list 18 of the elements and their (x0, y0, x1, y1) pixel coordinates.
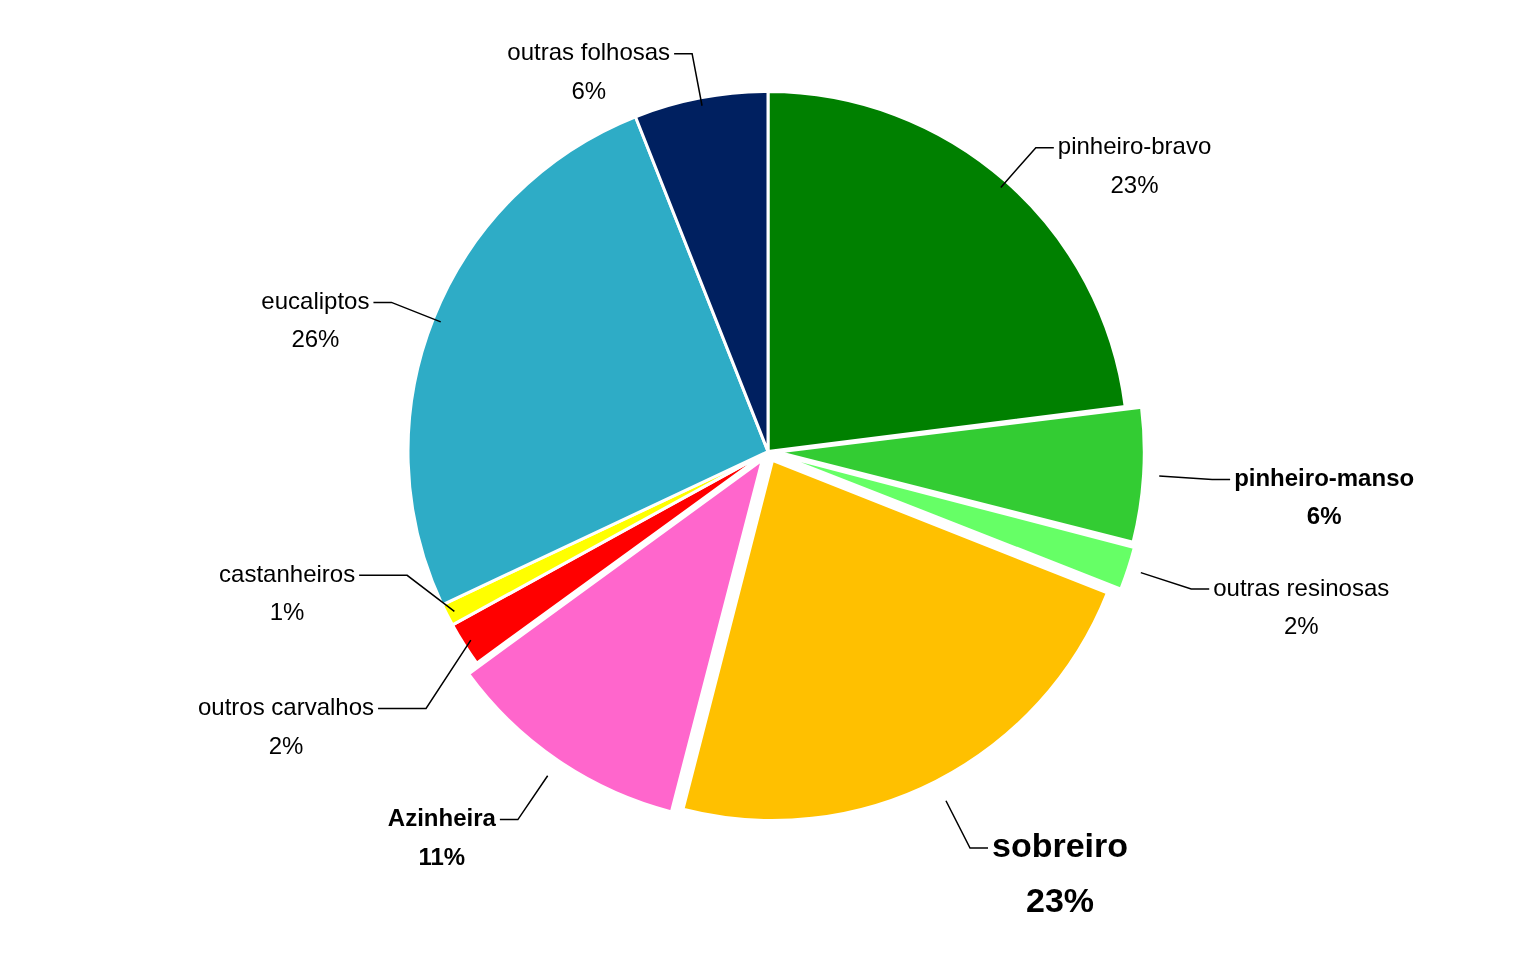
slice-label: outras resinosas (1213, 573, 1390, 601)
data-label: 23% (1110, 170, 1159, 198)
data-label: 23% (1026, 880, 1095, 919)
slice-label: eucaliptos (261, 287, 370, 315)
data-label: 6% (571, 76, 607, 104)
slice-label: sobreiro (992, 826, 1129, 865)
data-label: 1% (269, 598, 305, 626)
data-label: 2% (268, 731, 304, 759)
data-label: 11% (418, 842, 466, 870)
slice-label: castanheiros (219, 559, 356, 587)
slice-label: pinheiro-manso (1234, 464, 1415, 492)
data-label: 26% (291, 325, 340, 353)
data-label: 2% (1283, 612, 1319, 640)
slice-label: outras folhosas (507, 38, 671, 66)
slice-label: outros carvalhos (197, 693, 375, 721)
slice-label: pinheiro-bravo (1057, 132, 1212, 160)
slice-label: Azinheira (387, 804, 497, 832)
data-label: 6% (1306, 502, 1342, 530)
